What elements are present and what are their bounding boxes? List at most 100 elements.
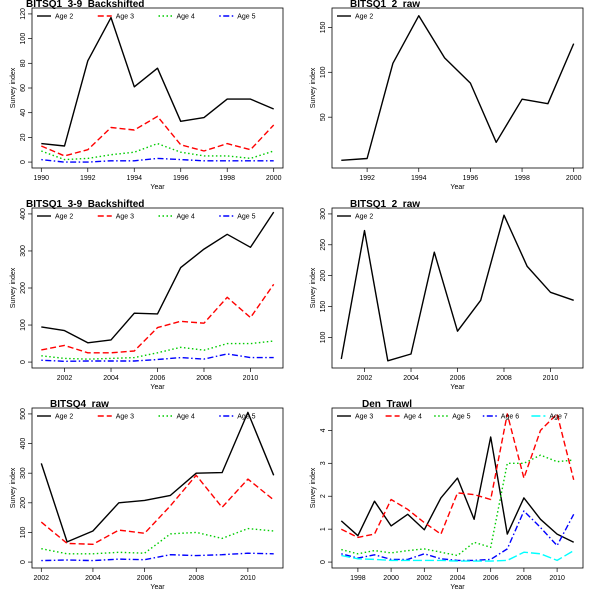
x-tick-label: 2008 bbox=[196, 375, 212, 382]
y-tick-label: 200 bbox=[20, 497, 27, 509]
series-line-age-3 bbox=[41, 115, 275, 157]
y-tick-label: 0 bbox=[20, 360, 27, 364]
x-tick-label: 2010 bbox=[549, 575, 565, 582]
x-tick-label: 2010 bbox=[543, 375, 559, 382]
legend-label: Age 5 bbox=[452, 414, 470, 421]
y-tick-label: 1 bbox=[320, 527, 327, 531]
y-tick-label: 4 bbox=[320, 428, 327, 432]
y-axis-label: Survey index bbox=[310, 67, 317, 108]
x-tick-label: 2000 bbox=[266, 175, 282, 182]
x-axis-label: Year bbox=[150, 584, 165, 591]
legend-label: Age 7 bbox=[549, 414, 567, 421]
chart-title: BITSQ1_3-9_Backshifted bbox=[26, 0, 144, 10]
chart-title: BITSQ1_2_raw bbox=[350, 0, 420, 10]
y-tick-label: 500 bbox=[20, 408, 27, 420]
y-tick-label: 100 bbox=[20, 527, 27, 539]
x-axis-label: Year bbox=[150, 184, 165, 191]
legend-label: Age 5 bbox=[237, 214, 255, 221]
legend-label: Age 2 bbox=[55, 14, 73, 21]
chart-title: BITSQ1_2_raw bbox=[350, 199, 420, 210]
legend-label: Age 2 bbox=[355, 214, 373, 221]
y-tick-label: 150 bbox=[320, 21, 327, 33]
x-tick-label: 2010 bbox=[243, 375, 259, 382]
series-line-age-5 bbox=[41, 353, 274, 362]
x-tick-label: 2002 bbox=[57, 375, 73, 382]
x-tick-label: 2000 bbox=[383, 575, 399, 582]
chart-panel-2: BITSQ1_2_raw 1992 1994 1996 1998 2000 50 100 150… bbox=[310, 0, 584, 191]
x-tick-label: 2006 bbox=[150, 375, 166, 382]
y-tick-label: 100 bbox=[320, 66, 327, 78]
series-line-age-4 bbox=[41, 142, 274, 161]
chart-panel-4: BITSQ1_2_raw 2002 2004 2006 2008 2010 100 150 20… bbox=[310, 199, 584, 391]
y-axis-label: Survey index bbox=[10, 267, 17, 308]
legend-label: Age 4 bbox=[177, 414, 195, 421]
x-tick-label: 2006 bbox=[137, 575, 153, 582]
legend-label: Age 3 bbox=[355, 414, 373, 421]
y-tick-label: 400 bbox=[20, 208, 27, 220]
x-tick-label: 2002 bbox=[34, 575, 50, 582]
legend-label: Age 4 bbox=[404, 414, 422, 421]
plot-frame bbox=[331, 7, 584, 169]
legend-label: Age 5 bbox=[237, 414, 255, 421]
chart-panel-6: Den_Trawl 1998 2000 2002 2004 2006 2008 2010 0 1 2… bbox=[310, 399, 584, 591]
y-axis-label: Survey index bbox=[310, 267, 317, 308]
x-tick-label: 2008 bbox=[188, 575, 204, 582]
series-line-age-3 bbox=[41, 283, 275, 354]
series-line-age-4 bbox=[41, 340, 274, 360]
legend-label: Age 6 bbox=[501, 414, 519, 421]
x-tick-label: 2002 bbox=[417, 575, 433, 582]
y-tick-label: 60 bbox=[20, 84, 27, 92]
series-line-age-2 bbox=[40, 411, 275, 543]
y-axis-label: Survey index bbox=[10, 67, 17, 108]
x-tick-label: 1990 bbox=[34, 175, 50, 182]
y-tick-label: 120 bbox=[20, 8, 27, 20]
legend-label: Age 3 bbox=[116, 214, 134, 221]
x-tick-label: 2004 bbox=[103, 375, 119, 382]
x-tick-label: 1994 bbox=[411, 175, 427, 182]
legend-label: Age 3 bbox=[116, 14, 134, 21]
x-tick-label: 2008 bbox=[516, 575, 532, 582]
legend-label: Age 2 bbox=[55, 414, 73, 421]
x-tick-label: 2004 bbox=[85, 575, 101, 582]
y-tick-label: 20 bbox=[20, 133, 27, 141]
x-axis-label: Year bbox=[450, 184, 465, 191]
chart-panel-5: BITSQ4_raw 2002 2004 2006 2008 2010 0 100 200 300… bbox=[10, 399, 284, 591]
x-axis-label: Year bbox=[150, 384, 165, 391]
x-tick-label: 2006 bbox=[483, 575, 499, 582]
x-axis-label: Year bbox=[450, 384, 465, 391]
series-line-age-3 bbox=[340, 436, 575, 543]
legend-label: Age 2 bbox=[355, 14, 373, 21]
y-tick-label: 300 bbox=[20, 467, 27, 479]
series-line-age-2 bbox=[41, 211, 275, 344]
y-axis-label: Survey index bbox=[310, 467, 317, 508]
x-tick-label: 1992 bbox=[359, 175, 375, 182]
y-tick-label: 2 bbox=[320, 494, 327, 498]
legend-label: Age 4 bbox=[177, 14, 195, 21]
x-tick-label: 1996 bbox=[173, 175, 189, 182]
legend-label: Age 3 bbox=[116, 414, 134, 421]
plot-frame bbox=[31, 407, 284, 569]
x-tick-label: 1998 bbox=[219, 175, 235, 182]
series-line-age-4 bbox=[340, 413, 575, 539]
series-line-age-5 bbox=[41, 157, 274, 163]
series-line-age-5 bbox=[41, 552, 274, 562]
chart-title: Den_Trawl bbox=[362, 399, 412, 410]
legend-label: Age 4 bbox=[177, 214, 195, 221]
y-tick-label: 100 bbox=[20, 33, 27, 45]
y-tick-label: 200 bbox=[20, 282, 27, 294]
y-tick-label: 400 bbox=[20, 438, 27, 450]
x-tick-label: 2004 bbox=[403, 375, 419, 382]
plot-frame bbox=[331, 407, 584, 569]
x-tick-label: 1996 bbox=[463, 175, 479, 182]
y-tick-label: 80 bbox=[20, 59, 27, 67]
x-tick-label: 1992 bbox=[80, 175, 96, 182]
y-tick-label: 50 bbox=[320, 113, 327, 121]
x-tick-label: 2002 bbox=[357, 375, 373, 382]
y-tick-label: 3 bbox=[320, 461, 327, 465]
plot-frame bbox=[31, 7, 284, 169]
x-tick-label: 2004 bbox=[450, 575, 466, 582]
legend-label: Age 2 bbox=[55, 214, 73, 221]
x-tick-label: 2008 bbox=[496, 375, 512, 382]
y-tick-label: 200 bbox=[320, 270, 327, 282]
